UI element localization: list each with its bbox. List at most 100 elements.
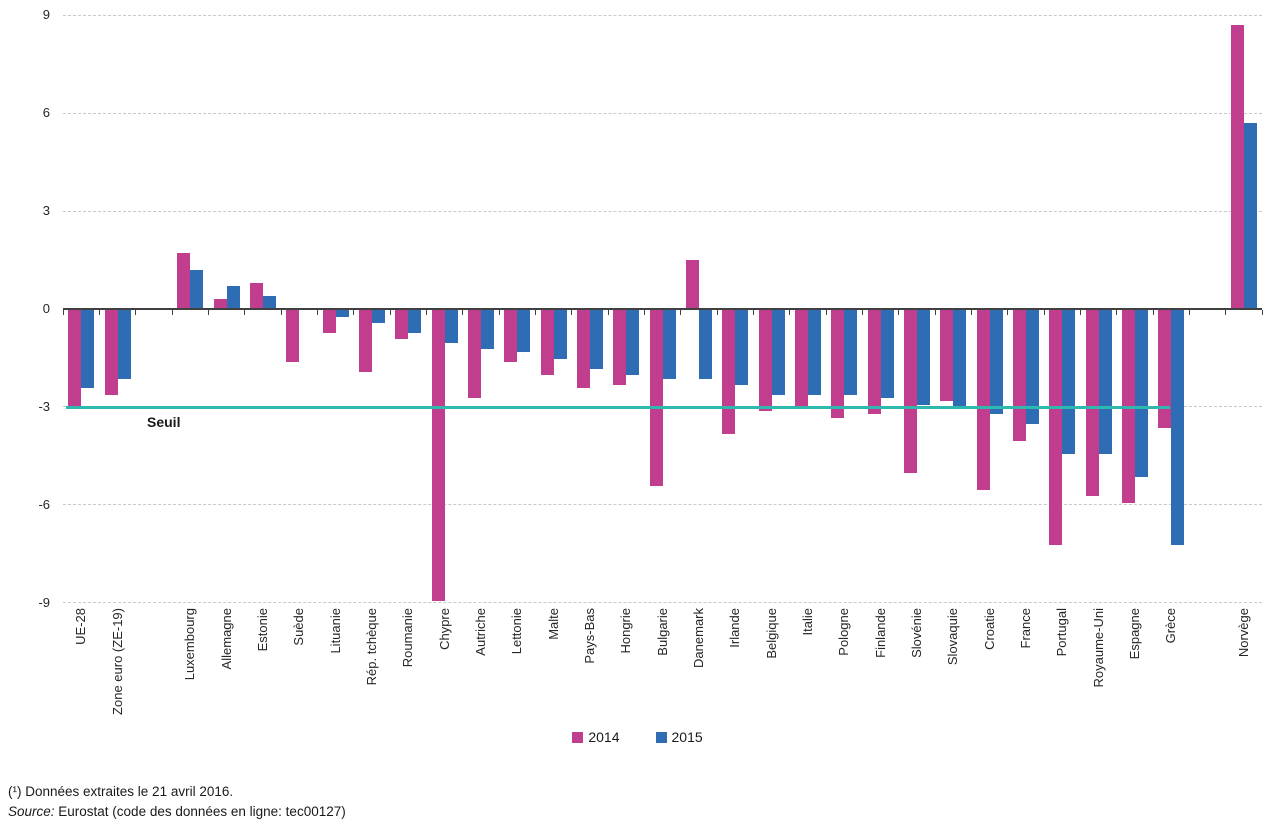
zero-axis (63, 308, 1262, 310)
footer: (¹) Données extraites le 21 avril 2016. … (8, 782, 346, 822)
bar-2014-Luxembourg (177, 253, 191, 309)
bar-2014-Croatie (976, 310, 990, 490)
bar-2015-Pays-Bas (589, 310, 603, 369)
bar-2015-Lettonie (517, 310, 531, 353)
bar-2014-Irlande (722, 310, 736, 435)
bar-2014-Suède (286, 310, 300, 363)
axis-tick (861, 310, 863, 315)
bar-2014-Lettonie (504, 310, 518, 363)
bar-2015-Danemark (698, 310, 712, 379)
axis-tick (1116, 310, 1118, 315)
axis-tick (1079, 310, 1081, 315)
axis-tick (534, 310, 536, 315)
x-axis-label-Hongrie: Hongrie (618, 608, 634, 654)
bar-2014-Allemagne (213, 299, 227, 309)
bar-2014-Malte (540, 310, 554, 376)
gridline--9 (63, 602, 1262, 604)
source-text: Eurostat (code des données en ligne: tec… (54, 804, 346, 819)
x-axis-label-Malte: Malte (545, 608, 561, 640)
legend-item-2014: 2014 (572, 729, 620, 745)
legend-item-2015: 2015 (655, 729, 703, 745)
axis-tick (62, 310, 64, 315)
axis-tick (1043, 310, 1045, 315)
axis-tick (425, 310, 427, 315)
bar-2014-Lituanie (322, 310, 336, 333)
bar-2014-Chypre (431, 310, 445, 601)
bar-2014-Roumanie (395, 310, 409, 340)
bar-2015-Irlande (735, 310, 749, 386)
axis-tick (898, 310, 900, 315)
source-line: Source: Eurostat (code des données en li… (8, 802, 346, 822)
x-axis-label-Autriche: Autriche (472, 608, 488, 656)
x-axis-label-Lettonie: Lettonie (509, 608, 525, 655)
bar-2014-France (1012, 310, 1026, 441)
threshold-line (66, 405, 1170, 409)
bar-2014-Estonie (249, 282, 263, 309)
x-axis-label-Finlande: Finlande (872, 608, 888, 658)
x-axis-label-Croatie: Croatie (981, 608, 997, 650)
axis-tick (970, 310, 972, 315)
bar-2015-Bulgarie (662, 310, 676, 379)
bar-2015-Croatie (989, 310, 1003, 415)
axis-tick (1152, 310, 1154, 315)
bar-2015-Portugal (1062, 310, 1076, 454)
bar-2014-Finlande (867, 310, 881, 415)
axis-tick (1261, 310, 1263, 315)
axis-tick (680, 310, 682, 315)
x-axis-label-Zone euro (ZE-19): Zone euro (ZE-19) (109, 608, 125, 715)
bar-2015-Lituanie (335, 310, 349, 317)
bar-2015-Slovaquie (953, 310, 967, 408)
axis-tick (825, 310, 827, 315)
legend: 2014 2015 (0, 729, 1275, 745)
axis-tick (353, 310, 355, 315)
bar-2015-Belgique (771, 310, 785, 395)
y-axis-label: 0 (42, 301, 50, 316)
x-axis-label-Suède: Suède (291, 608, 307, 646)
bar-2014-Rép. tchèque (358, 310, 372, 373)
x-axis-label-Luxembourg: Luxembourg (182, 608, 198, 681)
bar-2015-Autriche (480, 310, 494, 350)
bar-2015-Finlande (880, 310, 894, 399)
legend-swatch-2015 (655, 731, 667, 743)
x-axis-label-France: France (1017, 608, 1033, 649)
bar-2015-Malte (553, 310, 567, 359)
bar-2014-Norvège (1230, 24, 1244, 309)
y-axis-label: -9 (38, 594, 50, 610)
bar-2014-Royaume-Uni (1085, 310, 1099, 497)
gridline--6 (63, 504, 1262, 506)
axis-tick (171, 310, 173, 315)
axis-tick (244, 310, 246, 315)
bar-2014-Belgique (758, 310, 772, 412)
axis-tick (135, 310, 137, 315)
bar-2014-Bulgarie (649, 310, 663, 487)
axis-tick (1007, 310, 1009, 315)
bar-2015-Zone euro (ZE-19) (117, 310, 131, 379)
bar-2015-Rép. tchèque (371, 310, 385, 324)
x-axis-label-Belgique: Belgique (763, 608, 779, 659)
threshold-label: Seuil (147, 414, 181, 430)
bar-2014-Hongrie (613, 310, 627, 386)
x-axis-label-Italie: Italie (799, 608, 815, 636)
axis-tick (498, 310, 500, 315)
bar-2015-Roumanie (408, 310, 422, 333)
axis-tick (280, 310, 282, 315)
x-axis-label-Portugal: Portugal (1054, 608, 1070, 657)
bar-2014-Pologne (831, 310, 845, 418)
x-axis-label-Pays-Bas: Pays-Bas (581, 608, 597, 664)
x-axis-label-UE-28: UE-28 (73, 608, 89, 645)
bar-2015-France (1025, 310, 1039, 425)
y-axis-label: -6 (38, 496, 50, 512)
axis-tick (207, 310, 209, 315)
x-axis-label-Grèce: Grèce (1163, 608, 1179, 644)
axis-tick (643, 310, 645, 315)
bar-2014-Slovénie (903, 310, 917, 474)
x-axis-label-Irlande: Irlande (727, 608, 743, 648)
bar-2015-Pologne (844, 310, 858, 395)
y-axis-label: 6 (42, 105, 50, 121)
bar-2014-Danemark (685, 260, 699, 309)
x-axis-label-Roumanie: Roumanie (400, 608, 416, 668)
axis-tick (462, 310, 464, 315)
bar-2014-Zone euro (ZE-19) (104, 310, 118, 395)
bar-2015-Royaume-Uni (1098, 310, 1112, 454)
bar-2015-Chypre (444, 310, 458, 343)
